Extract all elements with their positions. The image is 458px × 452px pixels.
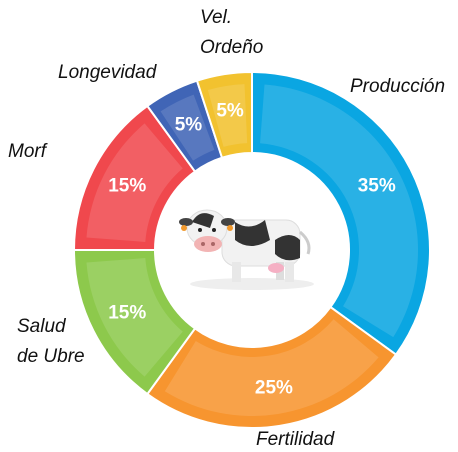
- value-label: 5%: [216, 101, 244, 122]
- value-label: 15%: [108, 175, 146, 196]
- category-label: Morf: [8, 141, 46, 162]
- segment-highlight: [260, 84, 418, 338]
- segment-highlight: [86, 258, 183, 377]
- segment-highlight: [164, 319, 379, 416]
- value-label: 5%: [175, 114, 203, 135]
- cow-icon: [179, 209, 314, 290]
- segment-highlight: [86, 123, 183, 242]
- category-label: Vel. Ordeño: [200, 7, 264, 58]
- category-label: Producción: [350, 76, 446, 97]
- value-label: 35%: [358, 175, 396, 196]
- segment-highlight: [160, 94, 215, 161]
- value-label: 25%: [255, 377, 293, 398]
- segment-highlight: [207, 84, 248, 147]
- category-label: Fertilidad: [256, 429, 335, 450]
- category-label: Salud de Ubre: [17, 316, 85, 367]
- category-label: Longevidad: [58, 62, 157, 83]
- value-label: 15%: [108, 303, 146, 324]
